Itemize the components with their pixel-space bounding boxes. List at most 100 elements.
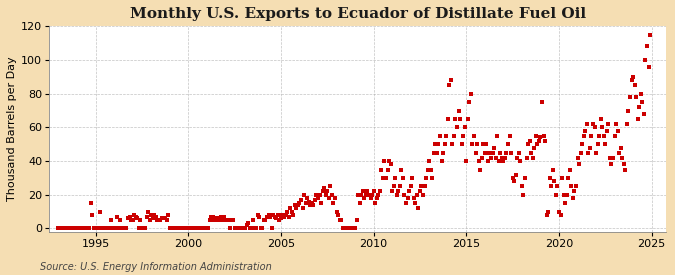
- Point: [608, 156, 618, 160]
- Point: [381, 176, 392, 180]
- Point: [370, 201, 381, 205]
- Point: [161, 218, 172, 222]
- Point: [394, 184, 405, 189]
- Point: [555, 213, 566, 217]
- Point: [522, 142, 533, 146]
- Point: [344, 226, 354, 231]
- Point: [263, 213, 274, 217]
- Point: [479, 150, 490, 155]
- Point: [520, 176, 531, 180]
- Point: [200, 226, 211, 231]
- Point: [490, 156, 501, 160]
- Point: [453, 108, 464, 113]
- Point: [430, 142, 441, 146]
- Point: [80, 226, 90, 231]
- Point: [455, 117, 466, 121]
- Point: [231, 226, 242, 231]
- Point: [437, 150, 448, 155]
- Point: [498, 159, 509, 163]
- Point: [481, 142, 492, 146]
- Point: [540, 139, 551, 143]
- Point: [232, 226, 243, 231]
- Point: [626, 78, 637, 82]
- Point: [546, 184, 557, 189]
- Point: [527, 156, 538, 160]
- Point: [303, 199, 314, 204]
- Point: [169, 226, 180, 231]
- Point: [385, 162, 396, 167]
- Point: [576, 142, 587, 146]
- Point: [532, 142, 543, 146]
- Point: [570, 184, 581, 189]
- Point: [339, 226, 350, 231]
- Point: [146, 213, 157, 217]
- Point: [190, 226, 201, 231]
- Point: [529, 145, 540, 150]
- Point: [485, 156, 496, 160]
- Point: [431, 150, 442, 155]
- Point: [600, 142, 611, 146]
- Point: [623, 108, 634, 113]
- Point: [201, 226, 212, 231]
- Point: [578, 134, 589, 138]
- Point: [335, 218, 346, 222]
- Point: [500, 156, 510, 160]
- Point: [535, 135, 546, 140]
- Point: [478, 142, 489, 146]
- Point: [493, 159, 504, 163]
- Point: [72, 226, 82, 231]
- Point: [404, 189, 414, 194]
- Point: [279, 214, 290, 219]
- Point: [568, 196, 578, 200]
- Point: [288, 213, 298, 217]
- Point: [314, 192, 325, 197]
- Point: [586, 134, 597, 138]
- Point: [198, 226, 209, 231]
- Point: [383, 159, 394, 163]
- Point: [116, 226, 127, 231]
- Point: [501, 150, 512, 155]
- Point: [354, 201, 365, 205]
- Point: [327, 192, 338, 197]
- Point: [297, 206, 308, 210]
- Point: [611, 122, 622, 126]
- Point: [182, 226, 192, 231]
- Point: [439, 142, 450, 146]
- Point: [87, 213, 98, 217]
- Point: [217, 218, 227, 222]
- Point: [558, 192, 569, 197]
- Point: [345, 226, 356, 231]
- Point: [84, 226, 95, 231]
- Point: [127, 218, 138, 222]
- Point: [57, 226, 68, 231]
- Point: [194, 226, 205, 231]
- Point: [387, 189, 398, 194]
- Point: [68, 226, 79, 231]
- Point: [342, 226, 353, 231]
- Point: [141, 214, 152, 219]
- Point: [340, 226, 351, 231]
- Point: [489, 145, 500, 150]
- Point: [564, 167, 575, 172]
- Point: [259, 218, 269, 222]
- Point: [220, 218, 231, 222]
- Point: [562, 192, 572, 197]
- Point: [140, 226, 151, 231]
- Point: [280, 213, 291, 217]
- Point: [597, 125, 608, 130]
- Point: [55, 226, 65, 231]
- Point: [368, 189, 379, 194]
- Point: [382, 167, 393, 172]
- Point: [377, 176, 388, 180]
- Point: [309, 198, 320, 202]
- Point: [124, 214, 135, 219]
- Point: [554, 210, 564, 214]
- Point: [252, 213, 263, 217]
- Point: [424, 159, 435, 163]
- Point: [446, 78, 456, 82]
- Point: [254, 214, 265, 219]
- Point: [294, 201, 305, 205]
- Point: [574, 162, 585, 167]
- Point: [64, 226, 75, 231]
- Point: [640, 58, 651, 62]
